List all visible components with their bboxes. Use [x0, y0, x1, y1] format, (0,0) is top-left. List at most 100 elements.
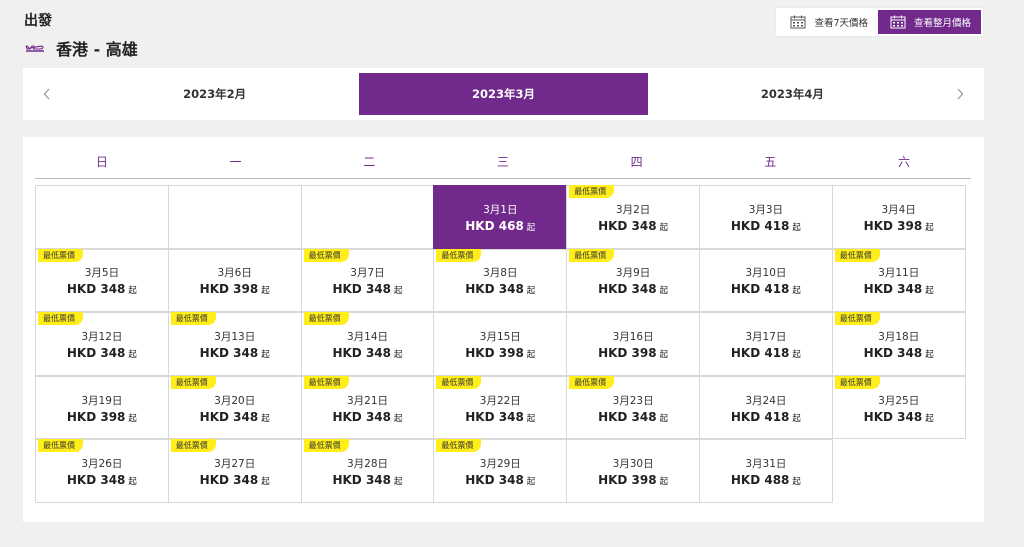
day-cell[interactable]: 最低票價 3月12日 HKD 348 起 [35, 312, 169, 376]
day-price: HKD 398 起 [465, 344, 535, 364]
day-price: HKD 418 起 [731, 408, 801, 428]
day-cell[interactable]: 最低票價 3月14日 HKD 348 起 [300, 312, 435, 376]
day-price: HKD 348 起 [864, 280, 934, 300]
price-value: HKD 348 [863, 345, 923, 360]
day-cell[interactable]: 3月19日 HKD 398 起 [35, 375, 169, 440]
day-cell[interactable]: 最低票價 3月13日 HKD 348 起 [167, 312, 302, 376]
month-tab-feb[interactable]: 2023年2月 [183, 87, 247, 101]
day-price: HKD 398 起 [200, 280, 270, 300]
lowest-fare-badge: 最低票價 [303, 312, 349, 326]
calendar-week-row: 3月1日 HKD 468 起最低票價 3月2日 HKD 348 起 3月3日 HKD 418 起… [35, 185, 972, 249]
day-date: 3月20日 [214, 394, 256, 407]
day-price: HKD 348 起 [200, 408, 270, 428]
lowest-fare-badge: 最低票價 [569, 375, 615, 389]
empty-day-cell [300, 185, 435, 249]
price-value: HKD 398 [598, 473, 657, 488]
day-date: 3月13日 [214, 330, 256, 343]
day-cell[interactable]: 3月3日 HKD 418 起 [698, 185, 833, 249]
day-cell[interactable]: 最低票價 3月8日 HKD 348 起 [433, 248, 568, 313]
day-date: 3月30日 [612, 458, 654, 471]
from-suffix: 起 [792, 222, 801, 233]
direction-label: 出發 [24, 13, 52, 29]
day-cell[interactable]: 3月30日 HKD 398 起 [566, 439, 700, 503]
day-cell[interactable]: 3月6日 HKD 398 起 [167, 248, 302, 313]
day-date: 3月9日 [615, 267, 651, 280]
lowest-fare-badge: 最低票價 [303, 375, 349, 389]
price-value: HKD 468 [465, 218, 524, 233]
day-cell[interactable]: 最低票價 3月22日 HKD 348 起 [433, 375, 568, 440]
price-value: HKD 348 [465, 473, 524, 488]
day-cell[interactable]: 最低票價 3月7日 HKD 348 起 [300, 248, 435, 313]
from-suffix: 起 [526, 286, 536, 297]
day-price: HKD 348 起 [864, 408, 934, 428]
day-cell[interactable]: 最低票價 3月25日 HKD 348 起 [831, 375, 966, 440]
day-cell[interactable]: 3月16日 HKD 398 起 [566, 312, 700, 376]
day-cell[interactable]: 最低票價 3月18日 HKD 348 起 [831, 312, 966, 376]
day-cell[interactable]: 最低票價 3月5日 HKD 348 起 [35, 248, 169, 313]
day-cell[interactable]: 3月24日 HKD 418 起 [698, 375, 833, 440]
lowest-fare-badge: 最低票價 [436, 439, 482, 453]
day-cell[interactable]: 最低票價 3月27日 HKD 348 起 [167, 439, 302, 503]
day-price: HKD 418 起 [731, 217, 801, 237]
day-price: HKD 348 起 [864, 344, 934, 364]
price-value: HKD 418 [730, 345, 790, 360]
lowest-fare-badge: 最低票價 [38, 248, 83, 262]
month-tab-apr[interactable]: 2023年4月 [760, 87, 824, 101]
price-value: HKD 348 [863, 282, 923, 297]
day-cell[interactable]: 最低票價 3月9日 HKD 348 起 [566, 248, 700, 313]
whole-month-view-button[interactable]: 查看整月價格 [877, 10, 981, 34]
from-suffix: 起 [659, 413, 669, 424]
day-cell[interactable]: 3月17日 HKD 418 起 [698, 312, 833, 376]
day-cell[interactable]: 最低票價 3月21日 HKD 348 起 [300, 375, 435, 440]
day-date: 3月24日 [745, 394, 787, 407]
day-cell[interactable]: 最低票價 3月20日 HKD 348 起 [167, 375, 302, 440]
chevron-left-icon [43, 88, 50, 100]
price-value: HKD 348 [199, 345, 259, 360]
prev-month-button[interactable] [23, 68, 70, 120]
day-cell[interactable]: 最低票價 3月2日 HKD 348 起 [566, 185, 700, 249]
day-price: HKD 348 起 [598, 217, 668, 237]
lowest-fare-badge: 最低票價 [38, 439, 83, 453]
day-cell[interactable]: 3月4日 HKD 398 起 [831, 185, 966, 249]
seven-day-view-button[interactable]: 查看7天價格 [778, 10, 878, 34]
price-value: HKD 348 [66, 282, 126, 297]
day-date: 3月1日 [483, 203, 518, 216]
day-date: 3月27日 [214, 458, 256, 471]
day-date: 3月29日 [479, 458, 521, 471]
day-price: HKD 348 起 [67, 280, 137, 300]
calendar-week-row: 3月19日 HKD 398 起最低票價 3月20日 HKD 348 起最低票價 3月21日 H… [35, 375, 972, 440]
route-header: 出發 香港 - 高雄 [24, 10, 138, 60]
from-suffix: 起 [261, 349, 270, 360]
next-month-button[interactable] [937, 68, 984, 120]
day-cell[interactable]: 最低票價 3月11日 HKD 348 起 [831, 248, 966, 313]
from-suffix: 起 [925, 349, 934, 360]
price-value: HKD 348 [598, 218, 657, 233]
day-cell[interactable]: 3月10日 HKD 418 起 [698, 248, 833, 313]
calendar-week-row: 最低票價 3月26日 HKD 348 起最低票價 3月27日 HKD 348 起最低票價 3月… [35, 439, 972, 503]
day-cell[interactable]: 最低票價 3月26日 HKD 348 起 [35, 439, 169, 503]
day-date: 3月8日 [483, 267, 518, 280]
from-suffix: 起 [526, 349, 536, 360]
lowest-fare-badge: 最低票價 [38, 312, 83, 326]
day-price: HKD 418 起 [731, 344, 801, 364]
day-cell[interactable]: 最低票價 3月28日 HKD 348 起 [300, 439, 435, 503]
day-date: 3月10日 [745, 267, 787, 280]
seven-day-view-label: 查看7天價格 [814, 18, 868, 29]
lowest-fare-badge: 最低票價 [834, 375, 880, 389]
day-cell[interactable]: 最低票價 3月29日 HKD 348 起 [433, 439, 568, 503]
from-suffix: 起 [659, 286, 669, 297]
price-value: HKD 348 [465, 409, 524, 424]
month-tab-mar[interactable]: 2023年3月 [359, 73, 648, 115]
lowest-fare-badge: 最低票價 [436, 375, 482, 389]
day-date: 3月31日 [745, 458, 787, 471]
day-cell[interactable]: 3月15日 HKD 398 起 [433, 312, 568, 376]
day-date: 3月5日 [84, 267, 120, 280]
day-price: HKD 348 起 [332, 471, 402, 491]
price-value: HKD 348 [66, 345, 126, 360]
day-date: 3月18日 [878, 330, 920, 343]
day-cell[interactable]: 最低票價 3月23日 HKD 348 起 [566, 375, 700, 440]
day-price: HKD 468 起 [465, 217, 535, 237]
selected-day-cell[interactable]: 3月1日 HKD 468 起 [433, 185, 568, 249]
day-cell[interactable]: 3月31日 HKD 488 起 [698, 439, 833, 503]
lowest-fare-badge: 最低票價 [303, 439, 349, 453]
